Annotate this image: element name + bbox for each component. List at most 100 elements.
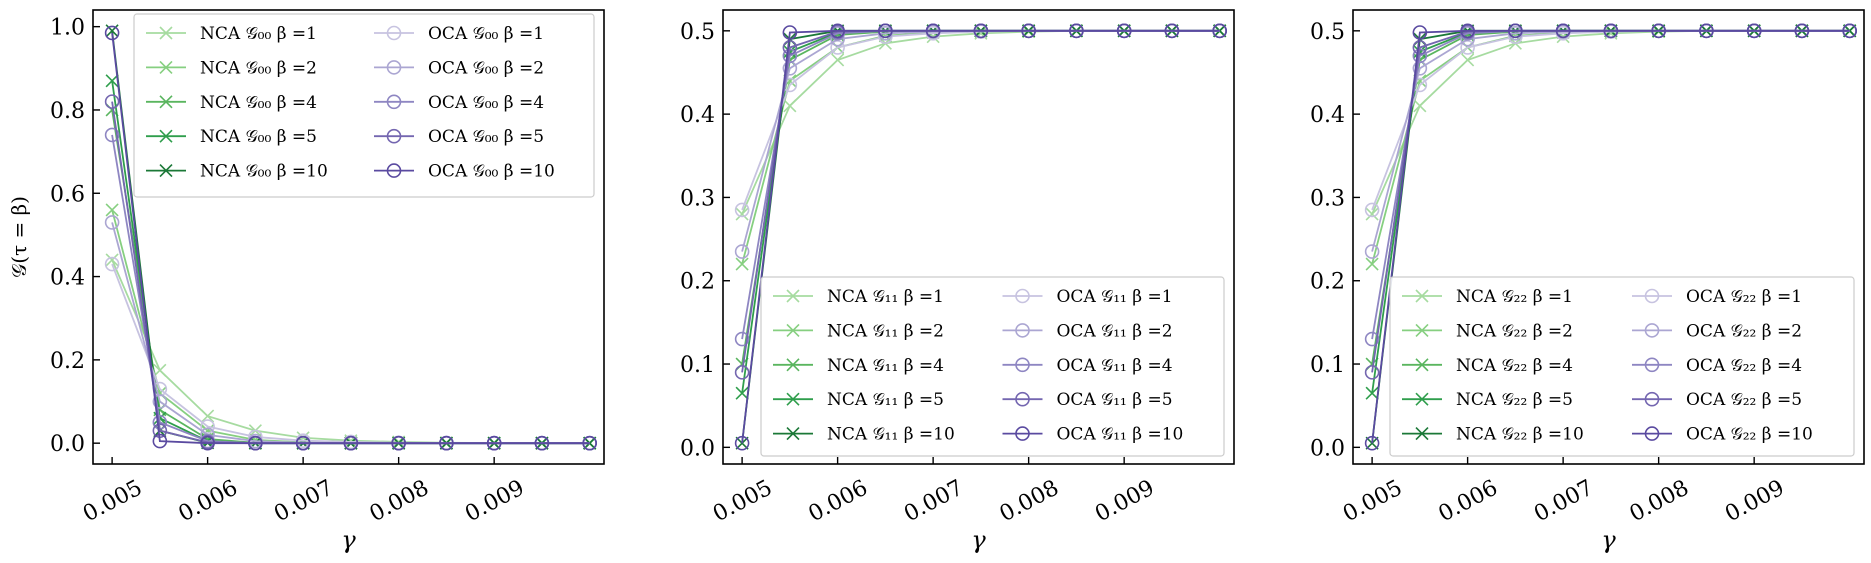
data-point [1069, 23, 1084, 39]
legend-label: OCA 𝒢₁₁ β =5 [1057, 390, 1173, 410]
legend-entry: OCA 𝒢₂₂ β =1 [1632, 287, 1802, 307]
legend-label: OCA 𝒢₁₁ β =2 [1057, 321, 1173, 341]
chart-panel-1: 0.005 0.006 0.007 0.008 0.009 0.0 0.2 0.4 0.6 0.8… [7, 9, 605, 554]
legend-entry: OCA 𝒢₁₁ β =10 [1002, 425, 1184, 445]
data-point [1842, 23, 1857, 39]
legend-swatch-marker [1015, 357, 1030, 373]
data-point [1213, 24, 1227, 38]
legend-entry: NCA 𝒢₂₂ β =4 [1402, 356, 1573, 376]
data-point [782, 25, 798, 40]
series-line-oca-5 [111, 32, 590, 445]
legend-label: OCA 𝒢₀₀ β =2 [428, 58, 544, 78]
legend-entry: OCA 𝒢₀₀ β =4 [374, 93, 544, 113]
data-point [1794, 23, 1810, 39]
legend-entry: NCA 𝒢₀₀ β =10 [146, 162, 328, 182]
legend-swatch-marker [1644, 357, 1660, 373]
legend-label: NCA 𝒢₁₁ β =1 [827, 287, 944, 307]
legend-swatch-marker [786, 427, 800, 441]
y-tick-label: 0.1 [1310, 353, 1345, 378]
legend-label: NCA 𝒢₂₂ β =4 [1456, 356, 1573, 376]
data-point [152, 394, 168, 409]
legend-swatch-marker [1644, 288, 1660, 304]
legend-entry: NCA 𝒢₁₁ β =1 [773, 287, 944, 307]
series-line-nca-1 [741, 29, 1220, 215]
legend-entry: OCA 𝒢₁₁ β =4 [1002, 356, 1173, 376]
y-tick-label: 0.2 [680, 270, 715, 295]
data-point [248, 435, 263, 451]
data-point [295, 435, 311, 451]
x-axis-label: γ [341, 526, 356, 554]
legend-entry: OCA 𝒢₁₁ β =2 [1002, 321, 1173, 341]
data-point [1461, 53, 1475, 67]
legend-swatch-marker [386, 128, 402, 144]
data-point [1412, 40, 1428, 55]
series-line-oca-5 [1371, 29, 1850, 444]
legend-label: OCA 𝒢₂₂ β =4 [1686, 356, 1802, 376]
data-point [200, 435, 215, 451]
legend-entry: NCA 𝒢₂₂ β =10 [1402, 425, 1584, 445]
data-point [1699, 23, 1714, 39]
x-tick-label: 0.009 [1721, 476, 1788, 528]
legend-swatch-marker [1015, 391, 1030, 407]
data-point [1365, 257, 1379, 271]
data-point [734, 365, 750, 380]
series-group [104, 24, 597, 451]
legend-label: NCA 𝒢₂₂ β =2 [1456, 321, 1573, 341]
legend-swatch-marker [159, 164, 173, 178]
data-point [831, 53, 845, 67]
legend-entry: OCA 𝒢₁₁ β =1 [1002, 287, 1173, 307]
x-tick-label: 0.005 [709, 476, 776, 528]
y-tick-label: 0.4 [1310, 103, 1345, 128]
data-point [391, 435, 406, 451]
legend-swatch-marker [386, 60, 402, 75]
legend-entry: NCA 𝒢₁₁ β =5 [773, 390, 944, 410]
x-tick-label: 0.007 [900, 476, 967, 528]
legend-entry: NCA 𝒢₂₂ β =5 [1402, 390, 1573, 410]
data-point [152, 433, 168, 449]
legend-swatch-marker [1415, 323, 1429, 337]
legend-label: NCA 𝒢₁₁ β =10 [827, 425, 955, 445]
data-point [1413, 99, 1427, 113]
data-point [1116, 23, 1132, 39]
legend-label: OCA 𝒢₀₀ β =5 [428, 127, 544, 147]
legend-swatch-marker [159, 60, 173, 74]
y-tick-label: 0.4 [50, 266, 85, 291]
data-point [104, 127, 120, 143]
data-point [1364, 365, 1380, 380]
data-point [830, 23, 845, 39]
series-line-nca-1 [1371, 29, 1850, 215]
data-point [1364, 202, 1380, 218]
y-axis-label: 𝒢(τ = β) [7, 196, 31, 278]
series-line-oca-5 [741, 29, 1220, 444]
y-tick-label: 0.3 [680, 186, 715, 211]
series-line-oca-1 [111, 263, 590, 445]
axes-frame [722, 9, 1235, 465]
data-point [200, 419, 215, 434]
y-tick-label: 0.2 [50, 349, 85, 374]
legend-entry: OCA 𝒢₀₀ β =5 [374, 127, 544, 147]
data-point [105, 253, 119, 267]
y-tick-label: 0.2 [1310, 270, 1345, 295]
legend-swatch-marker [1415, 289, 1429, 303]
data-point [1603, 23, 1619, 39]
data-point [1508, 23, 1523, 39]
data-point [1365, 386, 1379, 400]
legend: NCA 𝒢₂₂ β =1 NCA 𝒢₂₂ β =2 NCA 𝒢₂₂ β =4 NCA … [1389, 276, 1855, 457]
x-tick-label: 0.009 [1091, 476, 1158, 528]
legend-entry: NCA 𝒢₀₀ β =1 [146, 24, 317, 44]
data-point [343, 435, 359, 451]
legend-entry: NCA 𝒢₁₁ β =4 [773, 356, 944, 376]
legend-label: NCA 𝒢₁₁ β =2 [827, 321, 944, 341]
y-tick-label: 0.0 [680, 436, 715, 461]
axes-frame [92, 9, 605, 465]
data-point [104, 256, 120, 272]
data-point [582, 435, 597, 451]
y-tick-label: 0.0 [50, 432, 85, 457]
x-tick-label: 0.008 [1626, 476, 1693, 528]
legend-label: OCA 𝒢₁₁ β =10 [1057, 425, 1184, 445]
chart-panel-2: 0.005 0.006 0.007 0.008 0.009 0.0 0.1 0.2 0.3 0.4… [680, 9, 1235, 554]
legend-entry: OCA 𝒢₂₂ β =4 [1632, 356, 1802, 376]
legend-label: NCA 𝒢₀₀ β =4 [200, 93, 317, 113]
data-point [925, 23, 941, 39]
data-point [1364, 331, 1380, 347]
